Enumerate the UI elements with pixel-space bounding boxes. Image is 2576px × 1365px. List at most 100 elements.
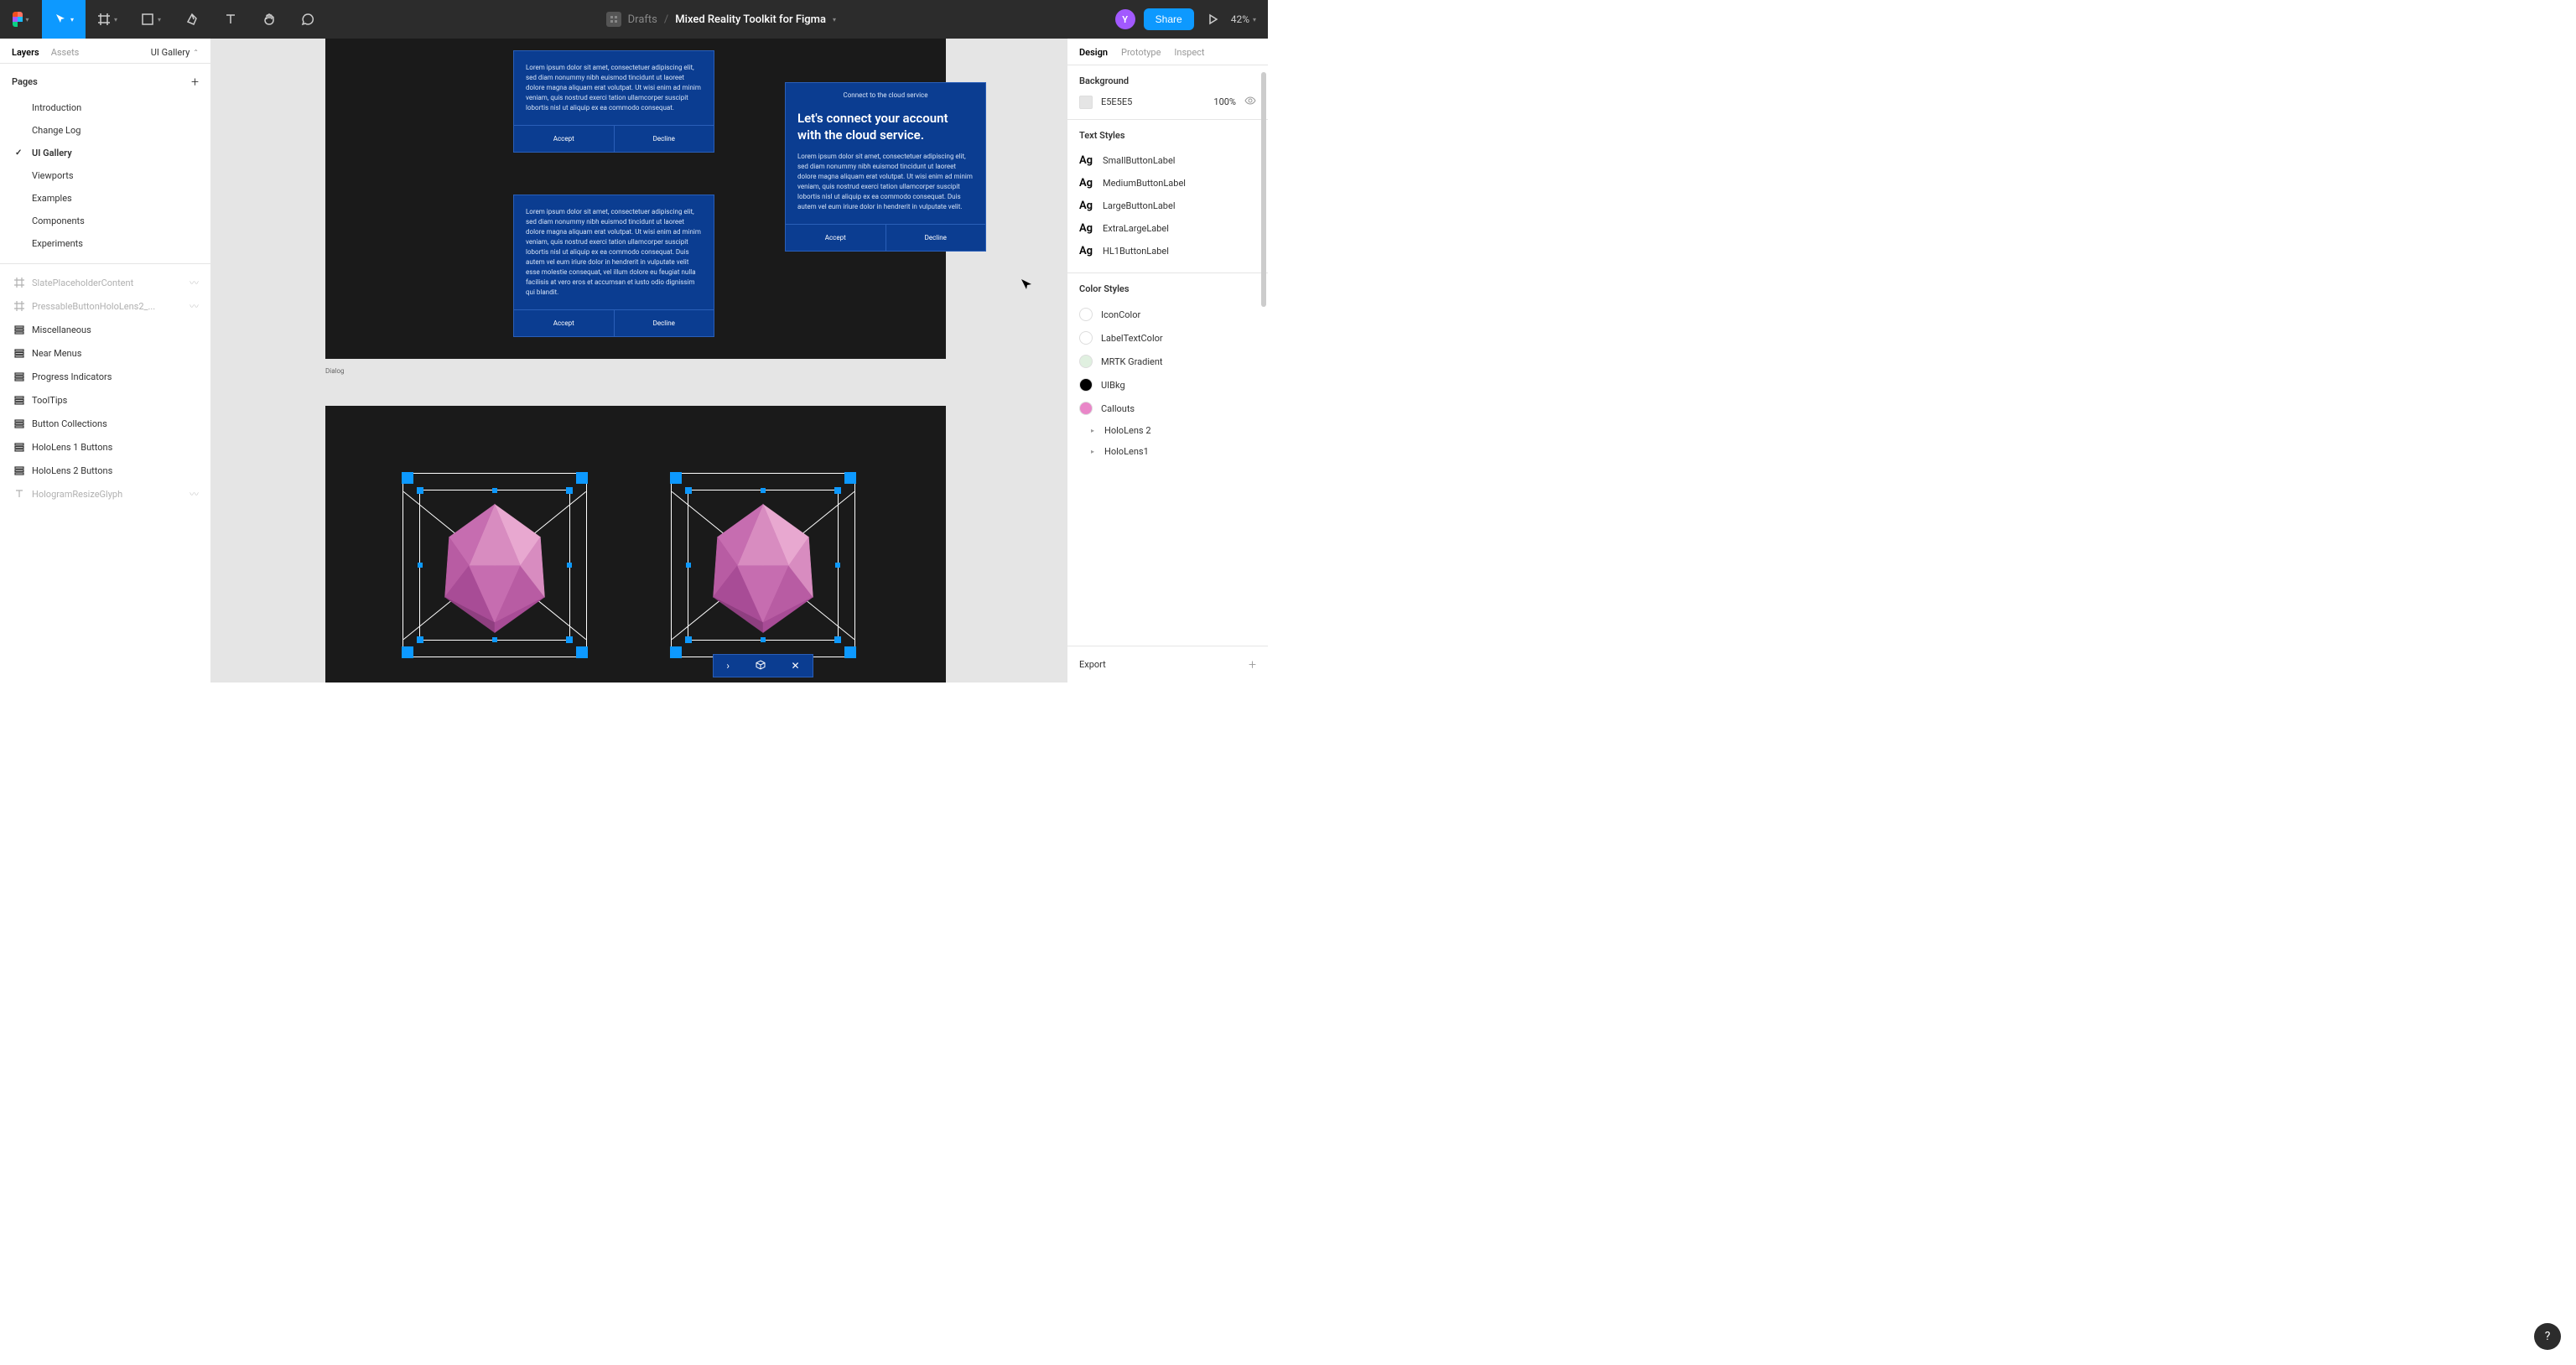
- layer-item[interactable]: Progress Indicators: [0, 365, 210, 388]
- dialog-large[interactable]: Connect to the cloud service Let's conne…: [785, 82, 986, 252]
- layer-item[interactable]: HologramResizeGlyph〰: [0, 482, 210, 506]
- chevron-down-icon[interactable]: ▾: [833, 16, 836, 23]
- background-swatch[interactable]: [1079, 96, 1093, 109]
- text-style-row[interactable]: AgExtraLargeLabel: [1079, 217, 1256, 240]
- decline-button[interactable]: Decline: [615, 310, 714, 336]
- page-item[interactable]: Examples: [0, 187, 210, 210]
- tab-layers[interactable]: Layers: [12, 47, 39, 58]
- background-opacity[interactable]: 100%: [1213, 96, 1236, 107]
- background-hex[interactable]: E5E5E5: [1101, 96, 1205, 107]
- accept-button[interactable]: Accept: [514, 310, 615, 336]
- scrollbar-thumb[interactable]: [1261, 72, 1266, 307]
- help-button[interactable]: ?: [2534, 1323, 2561, 1350]
- present-button[interactable]: [1202, 13, 1223, 25]
- mid-handle[interactable]: [835, 563, 840, 568]
- pen-tool-button[interactable]: [173, 0, 211, 39]
- color-group-row[interactable]: HoloLens1: [1079, 441, 1256, 462]
- layer-item[interactable]: HoloLens 1 Buttons: [0, 435, 210, 459]
- ag-icon: Ag: [1079, 154, 1094, 167]
- layer-item[interactable]: HoloLens 2 Buttons: [0, 459, 210, 482]
- layer-item[interactable]: Miscellaneous: [0, 318, 210, 341]
- inner-handle[interactable]: [566, 636, 573, 643]
- inner-handle[interactable]: [834, 636, 841, 643]
- close-icon[interactable]: ✕: [792, 660, 800, 672]
- layer-item[interactable]: ToolTips: [0, 388, 210, 412]
- page-selector[interactable]: UI Gallery ⌃: [151, 47, 199, 58]
- page-item[interactable]: Viewports: [0, 164, 210, 187]
- resize-handle-br[interactable]: [844, 646, 856, 658]
- figma-menu-button[interactable]: ▾: [0, 0, 42, 39]
- comment-tool-button[interactable]: [288, 0, 327, 39]
- mid-handle[interactable]: [567, 563, 572, 568]
- dialog-small-1[interactable]: Lorem ipsum dolor sit amet, consectetuer…: [513, 50, 714, 153]
- color-style-row[interactable]: UIBkg: [1079, 373, 1256, 397]
- cube-icon[interactable]: [756, 660, 766, 672]
- hand-tool-button[interactable]: [250, 0, 288, 39]
- tab-assets[interactable]: Assets: [51, 47, 80, 58]
- resize-handle-tl[interactable]: [670, 472, 682, 484]
- mid-handle[interactable]: [492, 488, 497, 493]
- layer-item[interactable]: Button Collections: [0, 412, 210, 435]
- chevron-right-icon[interactable]: ›: [726, 660, 730, 672]
- inner-handle[interactable]: [417, 487, 423, 494]
- page-item[interactable]: UI Gallery: [0, 142, 210, 164]
- decline-button[interactable]: Decline: [886, 225, 986, 251]
- text-style-row[interactable]: AgLargeButtonLabel: [1079, 195, 1256, 217]
- move-tool-button[interactable]: ▾: [42, 0, 86, 39]
- page-item[interactable]: Experiments: [0, 232, 210, 255]
- resize-handle-tl[interactable]: [402, 472, 413, 484]
- accept-button[interactable]: Accept: [786, 225, 886, 251]
- inner-handle[interactable]: [685, 487, 692, 494]
- mid-handle[interactable]: [418, 563, 423, 568]
- resize-handle-tr[interactable]: [844, 472, 856, 484]
- add-export-button[interactable]: +: [1249, 657, 1256, 672]
- shape-tool-button[interactable]: ▾: [129, 0, 173, 39]
- artboard-dialogs[interactable]: Lorem ipsum dolor sit amet, consectetuer…: [325, 39, 946, 359]
- decline-button[interactable]: Decline: [615, 126, 714, 152]
- text-style-row[interactable]: AgSmallButtonLabel: [1079, 149, 1256, 172]
- visibility-icon[interactable]: 〰: [190, 487, 199, 501]
- layer-item[interactable]: Near Menus: [0, 341, 210, 365]
- text-style-row[interactable]: AgHL1ButtonLabel: [1079, 240, 1256, 262]
- accept-button[interactable]: Accept: [514, 126, 615, 152]
- share-button[interactable]: Share: [1144, 8, 1194, 30]
- color-style-row[interactable]: LabelTextColor: [1079, 326, 1256, 350]
- page-item[interactable]: Components: [0, 210, 210, 232]
- zoom-control[interactable]: 42% ▾: [1231, 13, 1256, 25]
- layer-item[interactable]: SlatePlaceholderContent〰: [0, 271, 210, 294]
- inner-handle[interactable]: [417, 636, 423, 643]
- inner-handle[interactable]: [834, 487, 841, 494]
- color-style-row[interactable]: IconColor: [1079, 303, 1256, 326]
- avatar[interactable]: Y: [1115, 9, 1135, 29]
- mid-handle[interactable]: [686, 563, 691, 568]
- visibility-toggle[interactable]: [1244, 95, 1256, 109]
- inner-handle[interactable]: [566, 487, 573, 494]
- add-page-button[interactable]: +: [191, 74, 199, 90]
- page-item[interactable]: Introduction: [0, 96, 210, 119]
- canvas[interactable]: Lorem ipsum dolor sit amet, consectetuer…: [211, 39, 1067, 682]
- breadcrumb-folder[interactable]: Drafts: [628, 13, 657, 26]
- color-style-row[interactable]: MRTK Gradient: [1079, 350, 1256, 373]
- bounding-box-1[interactable]: [402, 473, 587, 657]
- resize-handle-bl[interactable]: [670, 646, 682, 658]
- resize-handle-br[interactable]: [576, 646, 588, 658]
- inner-handle[interactable]: [685, 636, 692, 643]
- layer-item[interactable]: PressableButtonHoloLens2_...〰: [0, 294, 210, 318]
- tab-inspect[interactable]: Inspect: [1174, 47, 1204, 58]
- visibility-icon[interactable]: 〰: [190, 299, 199, 313]
- breadcrumb-file[interactable]: Mixed Reality Toolkit for Figma: [675, 13, 826, 26]
- bounding-box-2[interactable]: › ✕: [671, 473, 855, 657]
- tab-prototype[interactable]: Prototype: [1121, 47, 1161, 58]
- page-item[interactable]: Change Log: [0, 119, 210, 142]
- frame-tool-button[interactable]: ▾: [86, 0, 129, 39]
- resize-handle-bl[interactable]: [402, 646, 413, 658]
- visibility-icon[interactable]: 〰: [190, 276, 199, 289]
- color-style-row[interactable]: Callouts: [1079, 397, 1256, 420]
- color-group-row[interactable]: HoloLens 2: [1079, 420, 1256, 441]
- mid-handle[interactable]: [761, 488, 766, 493]
- text-style-row[interactable]: AgMediumButtonLabel: [1079, 172, 1256, 195]
- tab-design[interactable]: Design: [1079, 47, 1108, 58]
- text-tool-button[interactable]: [211, 0, 250, 39]
- resize-handle-tr[interactable]: [576, 472, 588, 484]
- dialog-small-2[interactable]: Lorem ipsum dolor sit amet, consectetuer…: [513, 195, 714, 337]
